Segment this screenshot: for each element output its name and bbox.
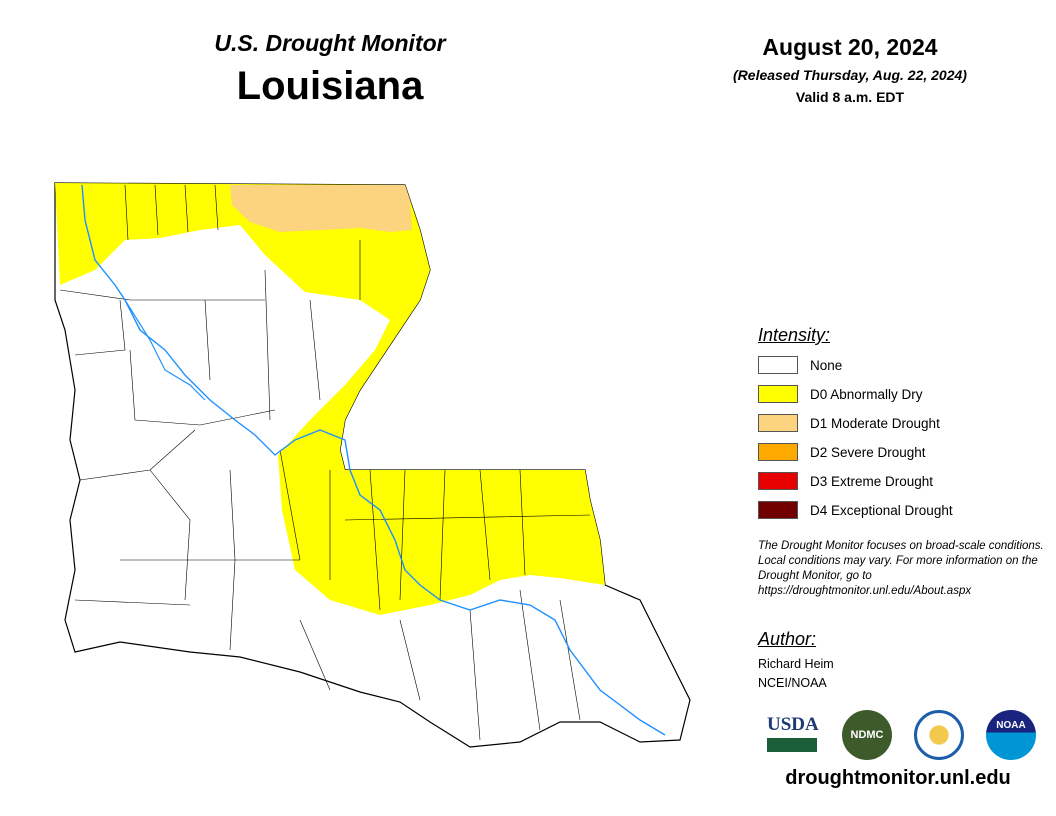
legend-swatch [758,414,798,432]
red-river [124,299,206,401]
d1-area [230,185,412,232]
legend-title: Intensity: [758,325,831,345]
release-date: (Released Thursday, Aug. 22, 2024) [733,67,967,83]
legend-swatch [758,472,798,490]
legend-swatch [758,443,798,461]
legend-swatch [758,385,798,403]
usda-logo-text: USDA [767,714,819,735]
state-title: Louisiana [236,64,424,108]
commerce-seal-logo [914,710,964,760]
author-name: Richard Heim [758,657,834,671]
mississippi-river [81,184,666,736]
legend-label: D0 Abnormally Dry [810,386,923,402]
legend-label: D3 Extreme Drought [810,473,934,489]
website-link[interactable]: droughtmonitor.unl.edu [785,767,1011,789]
ndmc-logo-text: NDMC [850,729,884,741]
noaa-logo: NOAA [986,710,1036,760]
ndmc-logo: NDMC [842,710,892,760]
legend-item-d0: D0 Abnormally Dry [758,384,923,404]
monitor-title: U.S. Drought Monitor [214,30,446,56]
author-title: Author: [758,629,817,649]
legend-item-d3: D3 Extreme Drought [758,471,933,491]
legend-item-d1: D1 Moderate Drought [758,413,940,433]
legend-label: None [810,357,843,373]
louisiana-map [54,182,691,748]
usda-logo: USDA [767,710,819,760]
d0-area [55,183,605,615]
author-org: NCEI/NOAA [758,676,827,690]
legend-label: D1 Moderate Drought [810,415,940,431]
legend-item-none: None [758,355,842,375]
disclaimer-text: The Drought Monitor focuses on broad-sca… [758,540,1044,597]
legend-item-d4: D4 Exceptional Drought [758,500,953,520]
legend-swatch [758,501,798,519]
valid-time: Valid 8 a.m. EDT [795,89,905,105]
noaa-logo-text: NOAA [996,720,1026,731]
legend-swatch [758,356,798,374]
parish-lines [59,184,591,741]
map-date: August 20, 2024 [762,34,938,60]
legend-label: D2 Severe Drought [810,444,926,460]
legend-label: D4 Exceptional Drought [810,502,953,518]
legend-item-d2: D2 Severe Drought [758,442,926,462]
